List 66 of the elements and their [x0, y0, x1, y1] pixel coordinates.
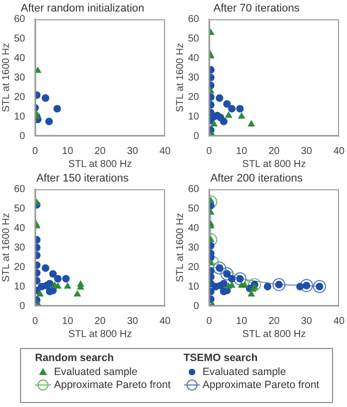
x-tick-label: 40: [159, 316, 171, 327]
y-tick-label: 20: [188, 262, 200, 273]
x-tick-label: 40: [159, 146, 171, 157]
y-tick-label: 40: [188, 222, 200, 234]
y-tick-label: 50: [14, 203, 26, 214]
x-tick-label: 30: [300, 316, 313, 327]
y-tick-label: 0: [194, 300, 200, 312]
x-tick-label: 0: [32, 316, 38, 327]
y-tick-label: 30: [14, 242, 26, 254]
chart-title: After 70 iterations: [213, 2, 300, 15]
x-tick-label: 10: [236, 146, 248, 157]
y-tick-label: 40: [188, 52, 200, 64]
legend-label: Approximate Pareto front: [202, 378, 320, 390]
y-tick-label: 0: [20, 300, 26, 312]
x-tick-label: 30: [126, 146, 139, 157]
x-axis-title: STL at 800 Hz: [68, 158, 132, 170]
y-tick-label: 0: [20, 130, 26, 142]
x-tick-label: 40: [333, 316, 345, 327]
x-tick-label: 20: [94, 316, 106, 327]
x-tick-label: 10: [62, 316, 74, 327]
text: TSEMO search: [184, 352, 259, 364]
y-tick-label: 20: [14, 262, 26, 273]
x-tick-label: 30: [300, 146, 313, 157]
chart-title: After random initialization: [20, 2, 144, 15]
legend-label: Evaluated sample: [54, 366, 138, 378]
y-tick-label: 10: [188, 281, 200, 292]
y-axis-title: STL at 1600 Hz: [174, 213, 186, 282]
y-tick-label: 60: [188, 14, 200, 25]
x-axis-title: STL at 800 Hz: [242, 328, 306, 340]
legend-label: Evaluated sample: [202, 366, 286, 378]
y-tick-label: 50: [14, 33, 26, 44]
chart-title: After 150 iterations: [36, 172, 130, 185]
x-axis-title: STL at 800 Hz: [242, 158, 306, 170]
y-tick-label: 20: [188, 92, 200, 103]
y-tick-label: 40: [14, 222, 26, 234]
y-tick-label: 30: [14, 72, 26, 84]
x-axis-title: STL at 800 Hz: [68, 328, 132, 340]
legend-label: Approximate Pareto front: [54, 378, 171, 390]
text: Random search: [35, 352, 115, 364]
chart-title: After 200 iterations: [210, 172, 304, 185]
y-tick-label: 60: [14, 14, 26, 25]
x-tick-label: 20: [268, 316, 280, 327]
x-tick-label: 0: [206, 146, 212, 157]
x-tick-label: 0: [32, 146, 38, 157]
y-tick-label: 20: [14, 92, 26, 103]
y-tick-label: 30: [188, 242, 200, 254]
y-tick-label: 60: [188, 184, 200, 195]
x-tick-label: 30: [126, 316, 139, 327]
y-tick-label: 50: [188, 203, 200, 214]
x-tick-label: 20: [268, 146, 280, 157]
y-tick-label: 10: [188, 111, 200, 122]
y-tick-label: 50: [188, 33, 200, 44]
x-tick-label: 10: [236, 316, 248, 327]
x-tick-label: 0: [206, 316, 212, 327]
y-axis-title: STL at 1600 Hz: [0, 213, 12, 282]
y-tick-label: 30: [188, 72, 200, 84]
x-tick-label: 40: [333, 146, 345, 157]
y-axis-title: STL at 1600 Hz: [0, 43, 12, 112]
y-tick-label: 40: [14, 52, 26, 64]
y-tick-label: 10: [14, 281, 26, 292]
y-tick-label: 60: [14, 184, 26, 195]
y-tick-label: 0: [194, 130, 200, 142]
x-tick-label: 20: [94, 146, 106, 157]
y-tick-label: 10: [14, 111, 26, 122]
x-tick-label: 10: [62, 146, 74, 157]
y-axis-title: STL at 1600 Hz: [174, 43, 186, 112]
